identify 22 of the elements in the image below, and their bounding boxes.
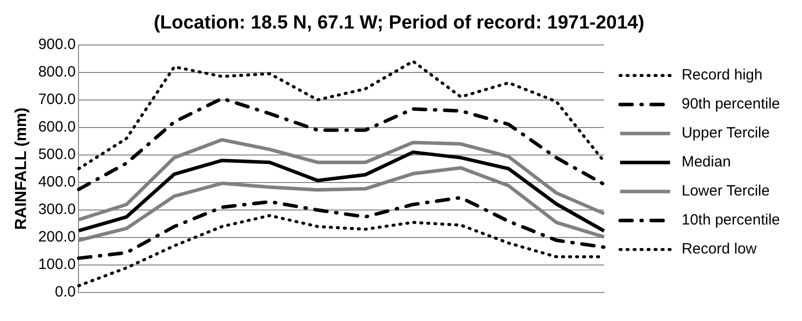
line-series	[76, 96, 606, 192]
legend-label: Record high	[682, 66, 762, 84]
y-axis-title: RAINFALL (mm)	[13, 108, 30, 230]
legend-label: Record low	[682, 240, 757, 258]
y-tick-label: 0.0	[54, 284, 76, 301]
y-tick-label: 900.0	[38, 36, 76, 53]
y-tick-label: 700.0	[38, 91, 76, 108]
y-tick-label: 500.0	[38, 146, 76, 164]
y-tick-label: 600.0	[38, 118, 76, 136]
y-tick-label: 800.0	[38, 63, 76, 80]
legend-label: 90th percentile	[682, 96, 780, 113]
y-tick-label: 400.0	[38, 174, 76, 191]
y-tick-label: 300.0	[38, 201, 76, 218]
y-tick-label: 100.0	[38, 256, 76, 274]
line-series	[77, 60, 606, 170]
legend-label: Median	[682, 154, 731, 171]
chart-title: (Location: 18.5 N, 67.1 W; Period of record: 1971-2014)	[154, 12, 644, 34]
line-series	[76, 196, 606, 260]
y-tick-label: 200.0	[38, 228, 76, 246]
legend-label: Upper Tercile	[682, 124, 770, 142]
legend-label: 10th percentile	[682, 212, 780, 229]
legend-label: Lower Tercile	[682, 182, 770, 200]
